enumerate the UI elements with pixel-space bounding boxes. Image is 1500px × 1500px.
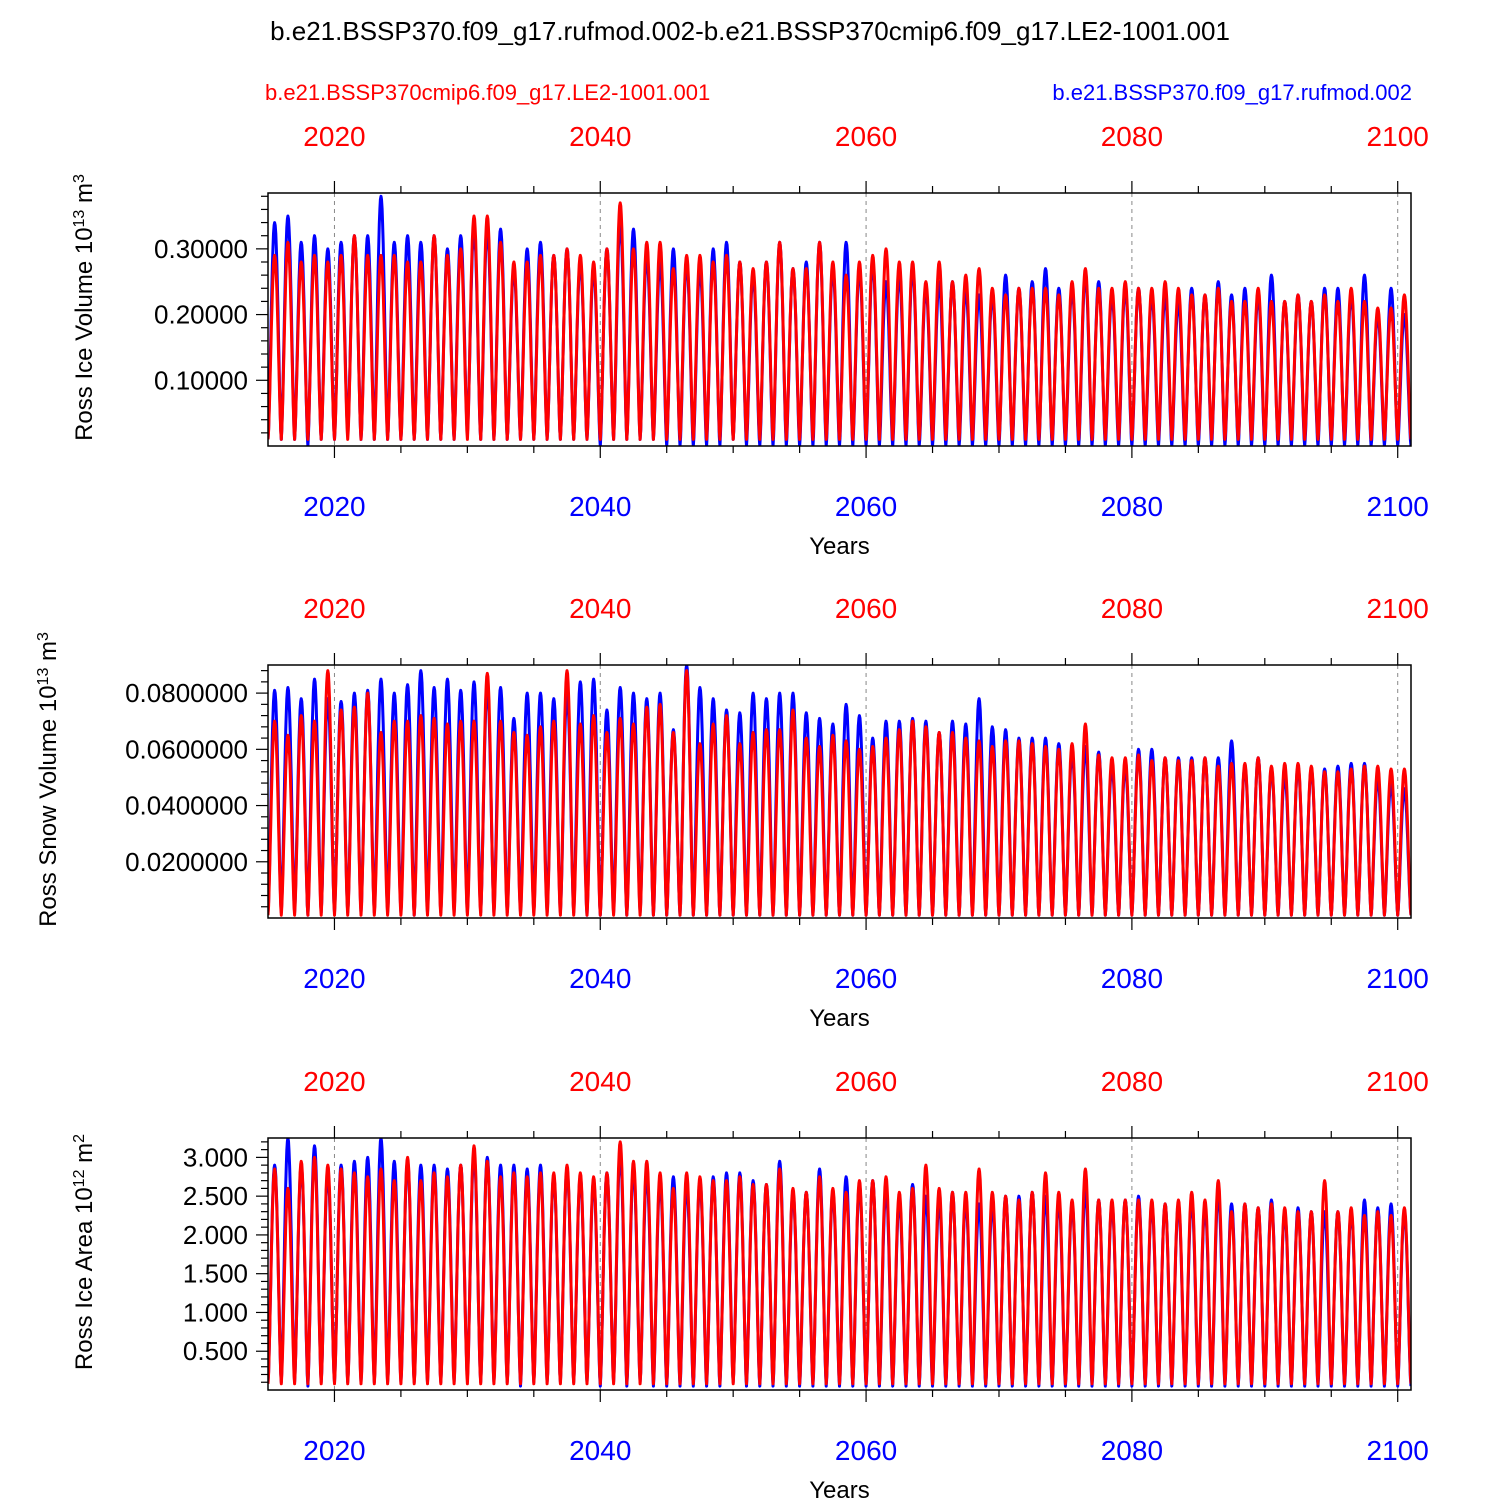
series-line-red	[268, 669, 1411, 917]
legend-red-label: b.e21.BSSP370cmip6.f09_g17.LE2-1001.001	[265, 80, 711, 105]
x-tick-label-bottom: 2060	[835, 1435, 897, 1466]
chart-panel-1: 0.10000 0.20000 0.30000 2020 2020 2040 2040 206…	[71, 121, 1429, 560]
y-axis-label-unit: m	[35, 641, 62, 668]
x-tick-label-bottom: 2040	[569, 963, 631, 994]
x-tick-label-top: 2080	[1101, 593, 1163, 624]
x-tick-label-top: 2080	[1101, 1066, 1163, 1097]
chart-panel-3: 0.500 1.000 1.500 2.000 2.500 3.000 2020 2020 20…	[71, 1066, 1429, 1500]
x-tick-label-bottom: 2100	[1367, 1435, 1429, 1466]
y-tick-label: 0.0400000	[125, 791, 248, 821]
plot-frame	[267, 664, 1412, 919]
y-tick-label: 0.0600000	[125, 734, 248, 764]
x-tick-label-bottom: 2060	[835, 491, 897, 522]
y-tick-label: 0.20000	[154, 300, 248, 330]
x-tick-label-bottom: 2040	[569, 491, 631, 522]
x-tick-label-bottom: 2080	[1101, 1435, 1163, 1466]
y-tick-label: 0.10000	[154, 365, 248, 395]
x-tick-label-bottom: 2040	[569, 1435, 631, 1466]
y-tick-label: 0.0200000	[125, 847, 248, 877]
x-axis-label: Years	[809, 1477, 870, 1500]
x-tick-label-top: 2060	[835, 593, 897, 624]
y-tick-label: 0.30000	[154, 234, 248, 264]
x-tick-label-top: 2100	[1367, 1066, 1429, 1097]
y-tick-label: 3.000	[183, 1142, 248, 1172]
y-tick-label: 0.0800000	[125, 678, 248, 708]
x-tick-label-top: 2060	[835, 121, 897, 152]
y-axis-label-exp: 13	[35, 668, 52, 686]
x-tick-label-top: 2040	[569, 121, 631, 152]
y-tick-label: 1.500	[183, 1259, 248, 1289]
y-axis-label-exp: 12	[71, 1169, 88, 1187]
y-tick-label: 2.500	[183, 1181, 248, 1211]
series-line-red	[268, 201, 1411, 441]
y-axis-label: Ross Ice Volume 1013 m3	[71, 174, 99, 441]
y-axis-label: Ross Snow Volume 1013 m3	[35, 632, 63, 927]
y-axis-label-unit: m	[71, 1143, 98, 1170]
x-tick-label-bottom: 2060	[835, 963, 897, 994]
y-tick-label: 2.000	[183, 1220, 248, 1250]
y-tick-label: 1.000	[183, 1297, 248, 1327]
y-axis-label-unit-exp: 3	[71, 174, 88, 183]
plot-frame	[267, 192, 1412, 447]
series-line-red	[268, 1140, 1411, 1386]
x-axis-label: Years	[809, 1005, 870, 1032]
y-tick-label: 0.500	[183, 1336, 248, 1366]
x-tick-label-top: 2040	[569, 1066, 631, 1097]
legend-blue-label: b.e21.BSSP370.f09_g17.rufmod.002	[1052, 80, 1412, 105]
y-axis-label-unit: m	[71, 183, 98, 210]
x-tick-label-bottom: 2020	[303, 491, 365, 522]
y-axis-label: Ross Ice Area 1012 m2	[71, 1134, 99, 1370]
y-axis-label-unit-exp: 3	[35, 632, 52, 641]
y-axis-label-main: Ross Snow Volume 10	[35, 685, 62, 926]
plot-frame	[267, 1137, 1412, 1391]
x-axis-label: Years	[809, 533, 870, 560]
x-tick-label-bottom: 2100	[1367, 963, 1429, 994]
x-tick-label-bottom: 2080	[1101, 963, 1163, 994]
chart-panel-2: 0.0200000 0.0400000 0.0600000 0.0800000 2020…	[35, 593, 1429, 1032]
x-tick-label-top: 2100	[1367, 593, 1429, 624]
x-tick-label-top: 2020	[303, 121, 365, 152]
y-axis-label-main: Ross Ice Area 10	[71, 1187, 98, 1370]
x-tick-label-top: 2080	[1101, 121, 1163, 152]
x-tick-label-top: 2100	[1367, 121, 1429, 152]
x-tick-label-bottom: 2100	[1367, 491, 1429, 522]
x-tick-label-top: 2040	[569, 593, 631, 624]
figure-title: b.e21.BSSP370.f09_g17.rufmod.002-b.e21.B…	[270, 16, 1230, 46]
x-tick-label-top: 2020	[303, 593, 365, 624]
x-tick-label-bottom: 2020	[303, 963, 365, 994]
y-axis-label-unit-exp: 2	[71, 1134, 88, 1143]
y-axis-label-exp: 13	[71, 210, 88, 228]
x-tick-label-top: 2060	[835, 1066, 897, 1097]
x-tick-label-bottom: 2020	[303, 1435, 365, 1466]
x-tick-label-bottom: 2080	[1101, 491, 1163, 522]
y-axis-label-main: Ross Ice Volume 10	[71, 227, 98, 440]
x-tick-label-top: 2020	[303, 1066, 365, 1097]
